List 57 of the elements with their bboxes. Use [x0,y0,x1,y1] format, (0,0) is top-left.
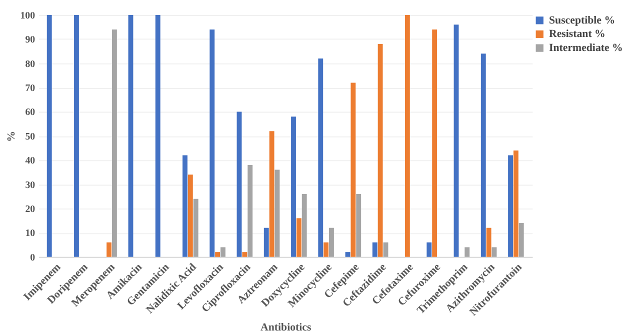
bar [128,14,134,257]
bar [296,218,302,257]
bar [486,228,492,257]
bar [193,198,198,257]
bar [464,247,470,257]
bar [74,14,79,257]
bar [492,247,497,257]
y-tick-label: 10 [25,228,36,240]
bar [182,155,188,257]
bar [378,44,383,257]
y-tick-label: 30 [25,180,36,191]
bar [513,150,518,257]
bar [372,242,378,257]
bar [291,116,296,257]
bar [329,228,334,257]
y-axis-title: % [5,130,18,142]
y-tick-label: 90 [25,34,36,46]
x-axis-title: Antibiotics [260,321,312,333]
bar [432,29,438,257]
bar [220,247,226,257]
y-tick-label: 100 [20,10,36,22]
legend-label: Susceptible % [549,14,616,26]
y-tick-label: 70 [25,83,36,94]
legend-label: Intermediate % [549,42,623,54]
bar [480,54,486,257]
bar [269,131,274,257]
y-tick-label: 20 [25,204,36,215]
bar [518,223,524,257]
bar [236,112,242,257]
y-tick-label: 0 [30,252,36,264]
bar [112,29,117,257]
bar [404,14,410,257]
bar [324,242,329,257]
bar [318,58,324,257]
legend-label: Resistant % [549,28,606,40]
bar [383,242,388,257]
y-tick-label: 80 [25,58,36,70]
bar [215,252,220,257]
bar [508,155,513,257]
y-tick-label: 40 [25,156,36,167]
bar [302,194,307,257]
y-tick-label: 60 [25,107,36,118]
bar [210,29,215,257]
bar [188,174,193,257]
bar [274,170,280,257]
bar [46,14,52,257]
bar [426,242,432,257]
y-tick-label: 50 [25,131,36,142]
bar [350,82,356,257]
bar [264,228,269,257]
bar [454,24,459,257]
bar [155,14,160,257]
bar [242,252,248,257]
bar [356,194,362,257]
bar [248,164,253,257]
bar [345,252,350,257]
bar [106,242,112,257]
